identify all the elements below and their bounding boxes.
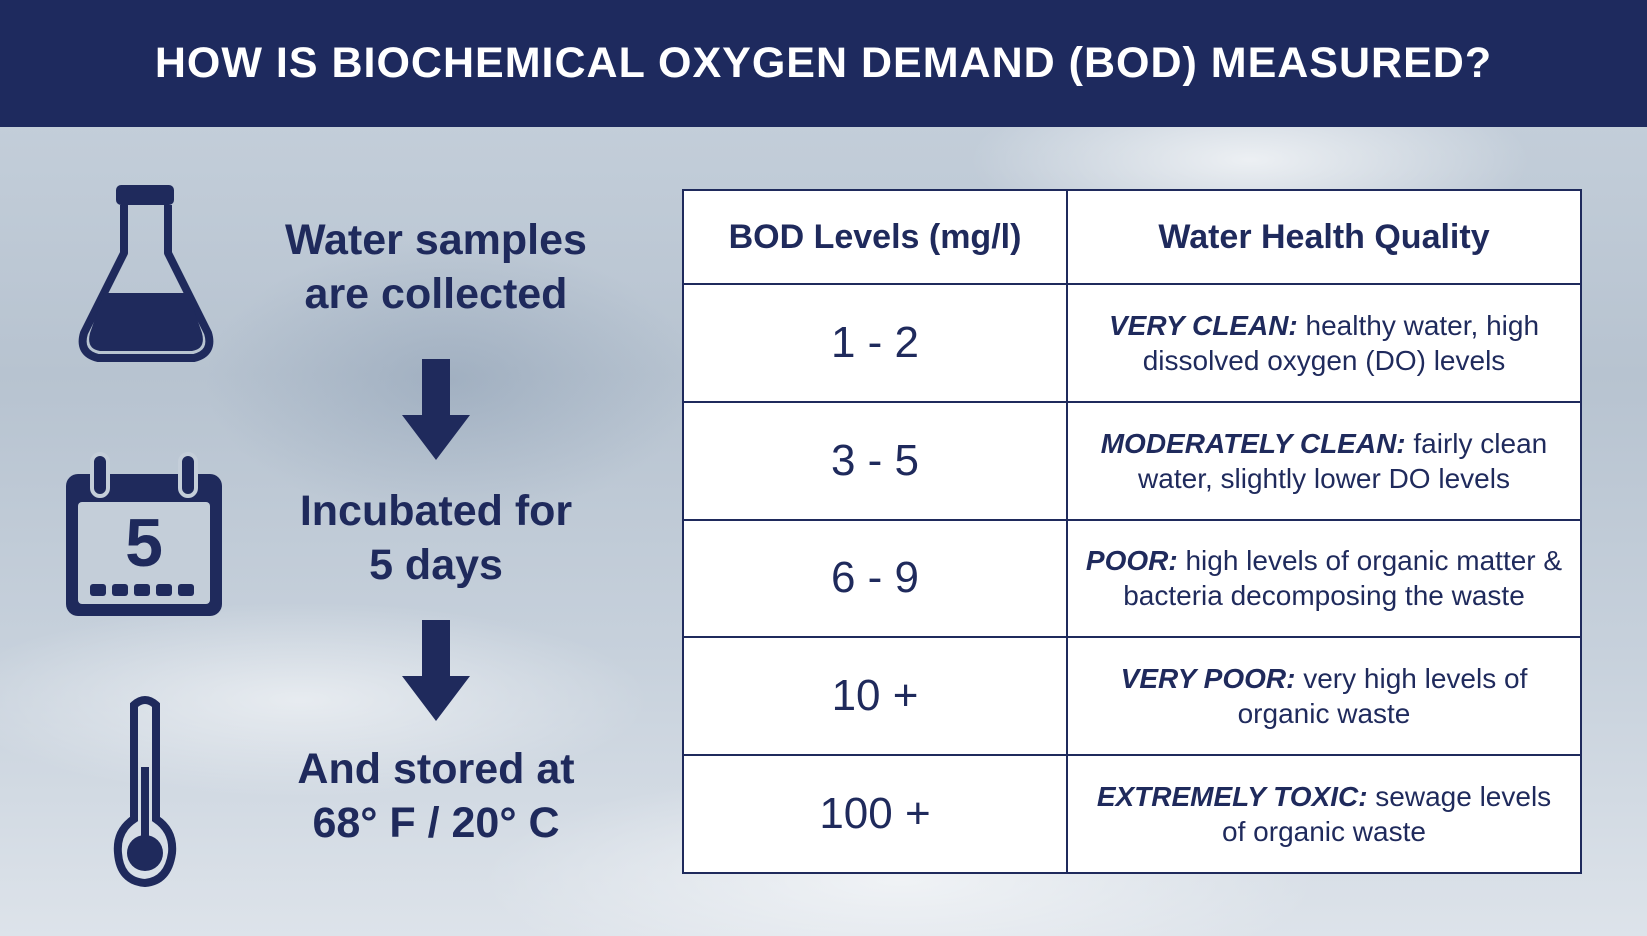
row: 100 + EXTREMELY TOXIC: sewage levels of o… <box>682 754 1582 874</box>
row: 1 - 2 VERY CLEAN: healthy water, high dis… <box>682 283 1582 403</box>
row: 3 - 5 MODERATELY CLEAN: fairly clean wate… <box>682 400 1582 521</box>
step: And stored at 68° F / 20° C <box>276 742 596 850</box>
step-line: Incubated for <box>299 487 573 535</box>
bod-table: BOD Levels (mg/l) Water Health Quality 1… <box>682 189 1582 874</box>
quality-label: EXTREMELY TOXIC: <box>1096 781 1368 813</box>
calendar-icon: 5 <box>66 452 222 616</box>
quality-description: fairly clean water, slightly lower DO le… <box>1138 427 1548 494</box>
column-header: Water Health Quality <box>1066 189 1582 285</box>
step-line: 68° F / 20° C <box>312 799 560 847</box>
quality-label: MODERATELY CLEAN: <box>1100 427 1406 459</box>
arrow-down <box>402 620 470 721</box>
bod-level: 1 - 2 <box>682 283 1068 403</box>
row: 6 - 9 POOR: high levels of organic matter… <box>682 518 1582 639</box>
step: Water samples are collected <box>276 213 596 321</box>
bod-level: 10 + <box>682 636 1068 757</box>
bod-level: 6 - 9 <box>682 518 1068 639</box>
quality: EXTREMELY TOXIC: sewage levels of organi… <box>1066 754 1582 874</box>
quality-description: very high levels of organic waste <box>1237 663 1528 730</box>
row: 10 + VERY POOR: very high levels of organ… <box>682 636 1582 757</box>
quality: VERY POOR: very high levels of organic w… <box>1066 636 1582 757</box>
column-header: BOD Levels (mg/l) <box>682 189 1068 285</box>
bod-level: 3 - 5 <box>682 400 1068 521</box>
quality: POOR: high levels of organic matter & ba… <box>1066 518 1582 639</box>
title: HOW IS BIOCHEMICAL OXYGEN DEMAND (BOD) M… <box>0 0 1647 127</box>
step-line: are collected <box>304 270 568 318</box>
quality-description: high levels of organic matter & bacteria… <box>1123 545 1563 612</box>
quality-description: healthy water, high dissolved oxygen (DO… <box>1142 309 1540 376</box>
header-row: BOD Levels (mg/l) Water Health Quality <box>682 189 1582 285</box>
quality: VERY CLEAN: healthy water, high dissolve… <box>1066 283 1582 403</box>
calendar-day: 5 <box>125 505 163 581</box>
step-line: And stored at <box>297 745 575 793</box>
step-line: Water samples <box>285 216 587 264</box>
quality-label: POOR: <box>1085 545 1178 577</box>
step-line: 5 days <box>369 541 503 589</box>
quality: MODERATELY CLEAN: fairly clean water, sl… <box>1066 400 1582 521</box>
quality-label: VERY POOR: <box>1120 663 1296 695</box>
arrow-down <box>402 359 470 460</box>
thermometer-icon <box>113 696 177 888</box>
quality-description: sewage levels of organic waste <box>1222 781 1552 848</box>
bod-level: 100 + <box>682 754 1068 874</box>
quality-label: VERY CLEAN: <box>1108 309 1298 341</box>
flask-icon <box>78 185 214 362</box>
step: Incubated for 5 days <box>276 484 596 592</box>
